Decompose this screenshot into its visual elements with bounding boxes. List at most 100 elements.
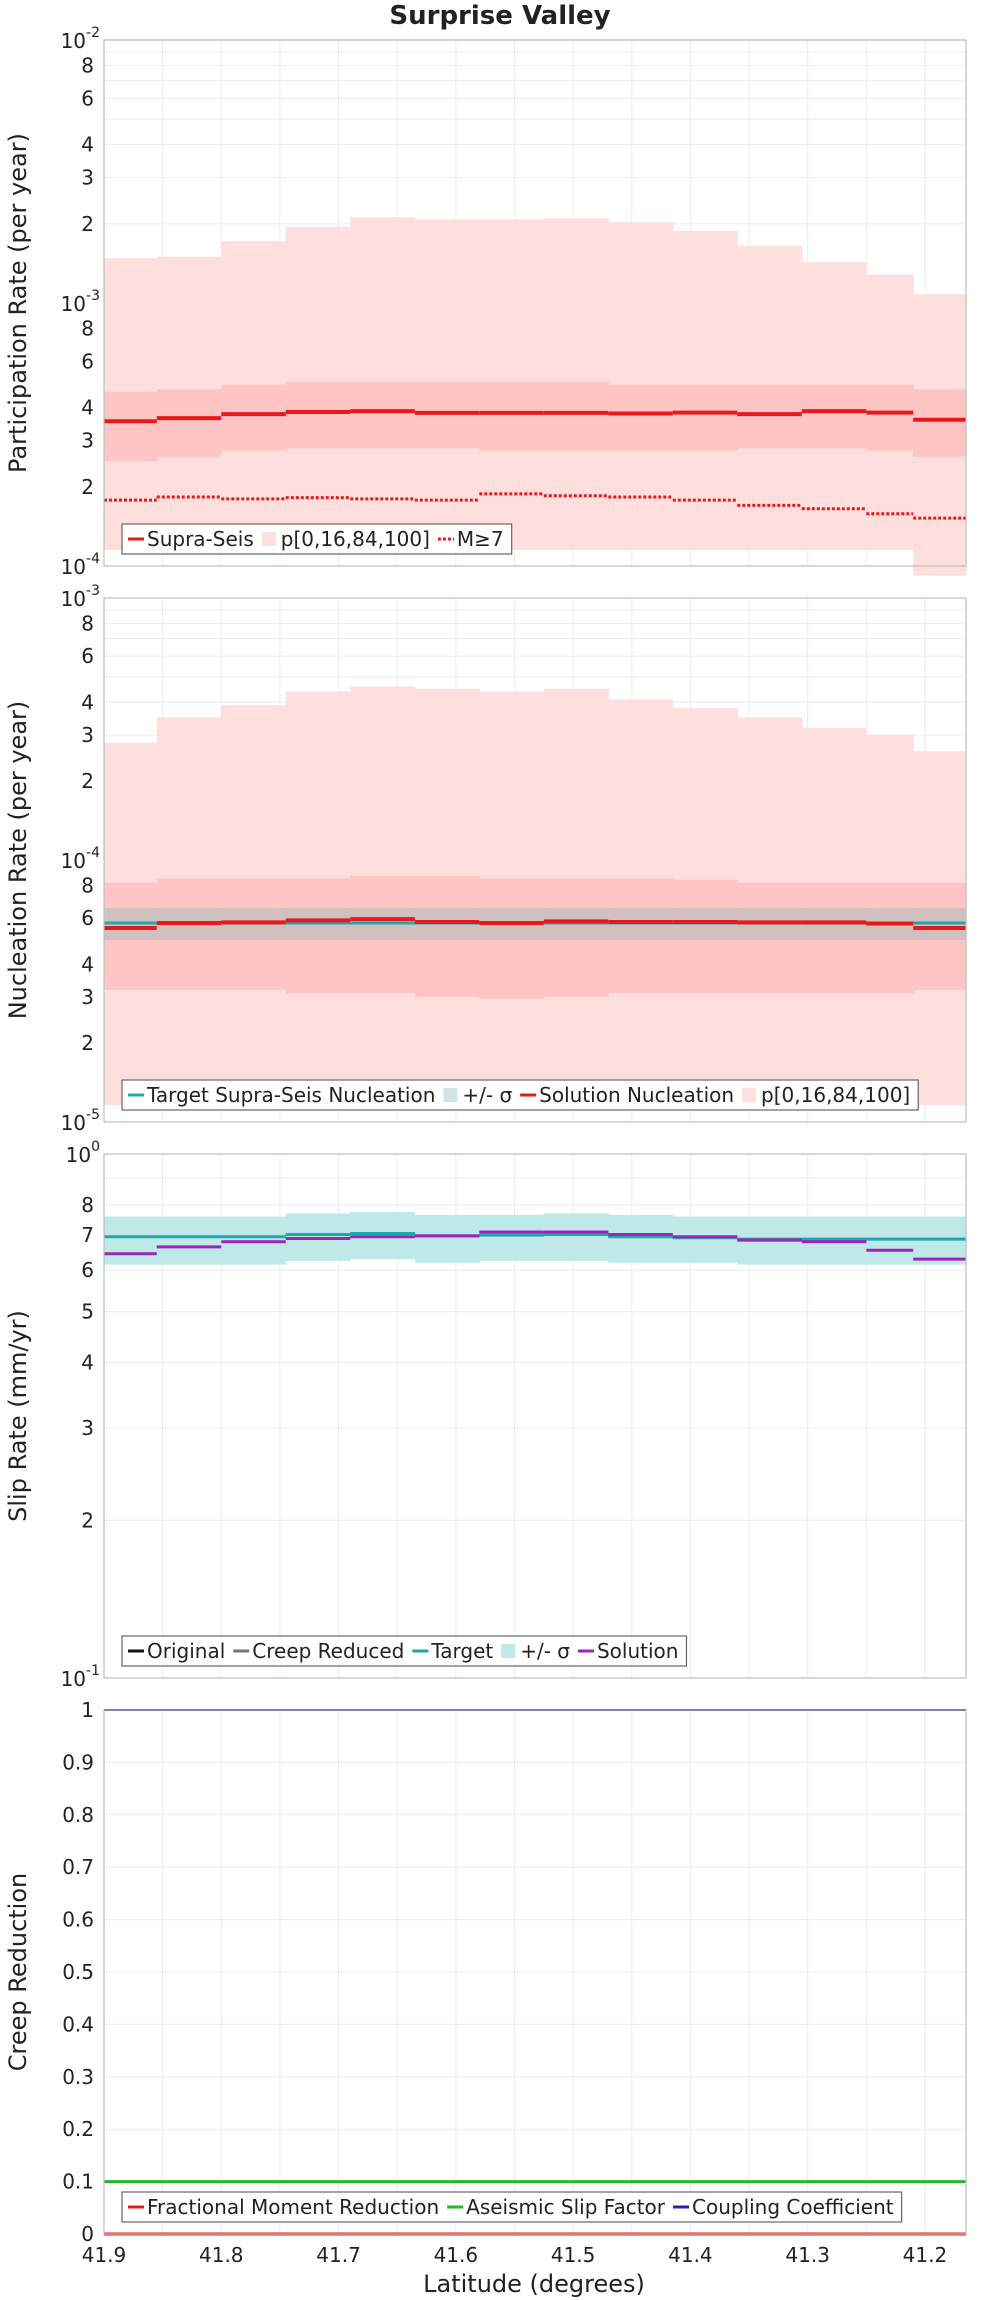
y-tick-label: 8 (81, 53, 94, 77)
legend-label: Target Supra-Seis Nucleation (146, 1083, 435, 1107)
y-axis-label: Creep Reduction (4, 1873, 32, 2071)
legend: Target Supra-Seis Nucleation +/- σ Solutio… (121, 1079, 919, 1111)
legend-item: Target Supra-Seis Nucleation (128, 1083, 435, 1107)
band-0 (104, 1212, 967, 1265)
y-tick-label: 3 (81, 723, 94, 747)
y-tick-label: 3 (81, 1416, 94, 1440)
legend-label: Aseismic Slip Factor (466, 2195, 666, 2219)
band-bin (608, 384, 674, 451)
y-tick-label: 10-2 (61, 25, 100, 53)
y-tick-label: 2 (81, 1031, 94, 1055)
series-solution-nucleation (104, 917, 966, 931)
y-tick-label: 0.2 (62, 2117, 94, 2141)
y-tick-label: 10-4 (61, 845, 101, 873)
y-axis-label: Participation Rate (per year) (4, 133, 32, 473)
legend-label: Coupling Coefficient (692, 2195, 894, 2219)
y-tick-label: 0 (81, 2222, 94, 2246)
y-tick-label: 0.9 (62, 1750, 94, 1774)
plot-frame (103, 597, 967, 1123)
legend-item: +/- σ (501, 1639, 570, 1663)
legend-item: Aseismic Slip Factor (447, 2195, 666, 2219)
legend-label: Supra-Seis (147, 527, 254, 551)
y-tick-label: 4 (81, 952, 94, 976)
y-tick-label: 7 (81, 1223, 94, 1247)
y-tick-label: 8 (81, 316, 94, 340)
x-axis-label: Latitude (degrees) (423, 2270, 645, 2298)
legend-frame (121, 2191, 903, 2223)
y-axis-label: Slip Rate (mm/yr) (4, 1310, 32, 1522)
legend-item: p[0,16,84,100] (261, 527, 430, 551)
y-tick-label: 2 (81, 475, 94, 499)
legend-item: Target (412, 1639, 493, 1663)
band-bin (479, 382, 545, 451)
plot-frame (103, 1709, 967, 2235)
y-tick-label: 10-4 (61, 551, 101, 579)
legend-label: Original (147, 1639, 225, 1663)
legend-label: +/- σ (462, 1083, 512, 1107)
y-tick-label: 10-5 (61, 1107, 100, 1135)
legend-frame (121, 1079, 919, 1111)
y-tick-label: 2 (81, 1508, 94, 1532)
legend-label: M≥7 (457, 527, 504, 551)
y-tick-label: 0.3 (62, 2065, 94, 2089)
legend-item: Original (128, 1639, 225, 1663)
x-tick-label: 41.2 (903, 2243, 948, 2267)
band-bin (543, 382, 609, 451)
band-bin (672, 384, 738, 451)
y-tick-label: 6 (81, 86, 94, 110)
y-tick-label: 8 (81, 611, 94, 635)
y-tick-label: 100 (66, 1139, 100, 1167)
band-bin (104, 1216, 158, 1265)
legend-frame (121, 523, 513, 555)
y-tick-labels: 0 0.1 0.2 0.3 0.4 0.5 0.6 0.7 0.8 0.9 1 (62, 1698, 94, 2246)
x-tick-label: 41.3 (785, 2243, 830, 2267)
legend-label: Solution Nucleation (539, 1083, 734, 1107)
y-tick-label: 6 (81, 906, 94, 930)
y-tick-label: 0.1 (62, 2170, 94, 2194)
y-tick-label: 4 (81, 396, 94, 420)
y-tick-label: 10-1 (61, 1663, 100, 1691)
y-tick-label: 10-3 (61, 583, 100, 611)
legend: Supra-Seis p[0,16,84,100] M≥7 (121, 523, 513, 555)
y-tick-label: 6 (81, 1258, 94, 1282)
band-bin (104, 391, 158, 462)
band-bin (543, 1213, 609, 1261)
legend-label: p[0,16,84,100] (281, 527, 430, 551)
x-tick-label: 41.8 (199, 2243, 244, 2267)
y-tick-label: 3 (81, 429, 94, 453)
panel-slip: 10-1 2 3 4 5 6 7 8 100 Slip Rate (mm/yr) Original C… (4, 1139, 967, 1691)
series-solution (104, 1230, 966, 1261)
legend-swatch (443, 1088, 458, 1102)
band-bin (866, 384, 914, 451)
band-1 (104, 382, 967, 462)
legend-label: Fractional Moment Reduction (147, 2195, 439, 2219)
legend-item: Coupling Coefficient (673, 2195, 894, 2219)
y-tick-label: 0.6 (62, 1908, 94, 1932)
series-m-7 (104, 492, 966, 520)
plot-frame (103, 1153, 967, 1679)
y-tick-label: 3 (81, 166, 94, 190)
y-tick-labels: 10-1 2 3 4 5 6 7 8 100 (61, 1139, 100, 1691)
legend-swatch (501, 1644, 516, 1658)
series-supra-seis (104, 409, 966, 424)
x-tick-label: 41.5 (551, 2243, 596, 2267)
y-tick-label: 10-3 (61, 288, 100, 316)
x-tick-label: 41.9 (82, 2243, 127, 2267)
legend-label: +/- σ (520, 1639, 570, 1663)
y-tick-label: 4 (81, 690, 94, 714)
y-tick-label: 0.7 (62, 1855, 94, 1879)
legend-label: p[0,16,84,100] (761, 1083, 910, 1107)
y-tick-label: 4 (81, 133, 94, 157)
band-bin (221, 384, 287, 451)
y-axis-label: Nucleation Rate (per year) (4, 701, 32, 1020)
plot-frame (103, 39, 967, 567)
y-tick-label: 5 (81, 1300, 94, 1324)
band-bin (913, 389, 967, 457)
chart-title: Surprise Valley (389, 1, 610, 31)
y-tick-label: 8 (81, 1193, 94, 1217)
y-tick-label: 0.4 (62, 2012, 94, 2036)
x-axis: 41.9 41.8 41.7 41.6 41.5 41.4 41.3 41.2 (82, 2243, 947, 2267)
